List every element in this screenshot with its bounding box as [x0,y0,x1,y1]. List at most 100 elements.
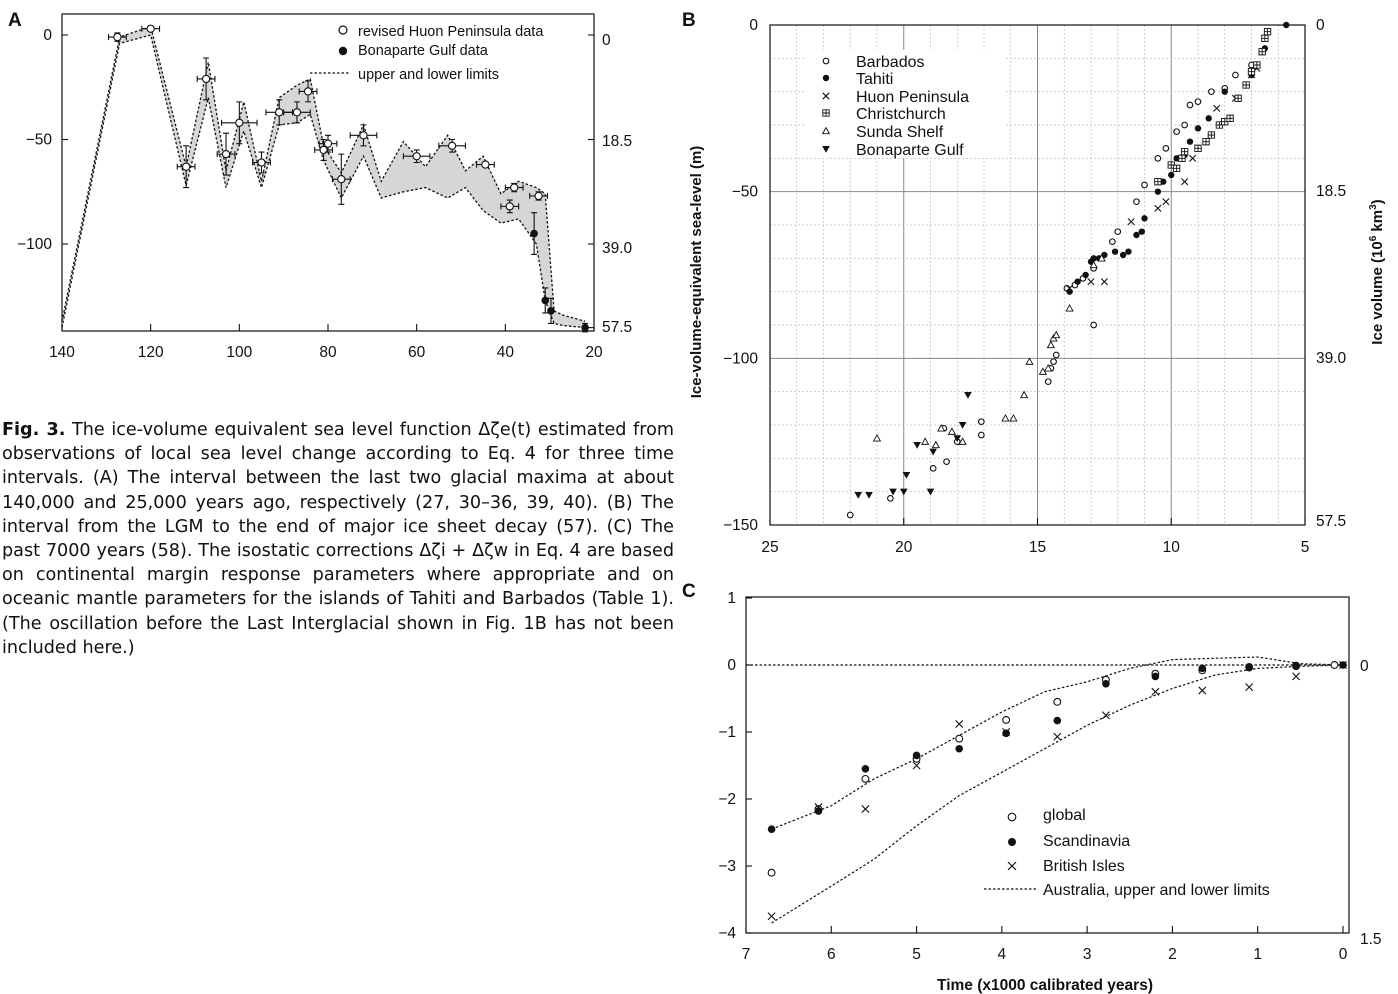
figure-caption: Fig. 3. The ice-volume equivalent sea le… [2,418,674,660]
christchurch-point [1202,138,1210,146]
sunda-point [937,424,946,432]
scandinavia-point [1002,729,1010,738]
huon-point [481,160,490,169]
panel-c: C 7 6 5 4 3 2 1 0 1 0 −1 −2 −3 −4 0 1.5 Time (x1000 cal… [682,581,1382,994]
y-right-label-unit: km [1369,210,1386,236]
barbados-point [1208,88,1215,96]
y-tick-label: −3 [718,858,736,875]
huon-point [257,158,266,167]
y-tick-label: 1 [727,590,736,607]
legend-label: Barbados [856,54,925,71]
x-tick-label: 80 [319,344,337,361]
scandinavia-point [814,807,823,815]
panel-b-axes: 25 20 15 10 5 0 −50 −100 −150 0 18.5 39.0 57.5 [723,17,1346,556]
scandinavia-point [1102,679,1110,688]
x-tick-label: 0 [1339,946,1348,963]
y-right-label-sup: 6 [1368,235,1379,241]
tahiti-point [1160,178,1167,185]
legend-sunda-marker [821,126,831,135]
huon-point [1066,284,1074,292]
british-isles-point [767,912,776,921]
y-tick-label: −1 [718,724,736,741]
y-tick-label: 0 [43,27,52,44]
huon-point [303,87,313,96]
x-tick-label: 120 [138,344,164,361]
sunda-point [1009,414,1018,422]
legend-bonaparte-marker [822,145,830,153]
christchurch-point [1247,68,1256,76]
x-tick-label: 5 [912,946,921,963]
christchurch-point [1234,94,1242,102]
y-right-tick-label: 0 [1360,658,1369,675]
barbados-point [977,418,985,426]
bonaparte-point [547,307,555,315]
panel-a-axes: 140 120 100 80 60 40 20 0 −50 −100 0 18.5 39.0 57.5 [17,27,632,361]
british-isles-point [1053,732,1062,741]
huon-point [447,141,457,150]
panel-a: A 140 120 100 80 60 40 20 0 −50 −100 0 18.5 39.0 57.5… [8,10,633,361]
huon-point [146,24,155,33]
tahiti-point [1141,215,1148,222]
legend-bonaparte-marker [338,46,348,56]
legend-label: Bonaparte Gulf [856,142,964,159]
bonaparte-point [865,491,873,499]
huon-point [505,202,514,211]
legend-british-isles-label: British Isles [1043,858,1125,875]
huon-point [113,32,122,42]
y-tick-label: −50 [732,184,759,201]
tahiti-point [1119,251,1127,259]
y-tick-label: −150 [723,517,758,534]
y-right-tick-label: 18.5 [1316,183,1346,200]
panel-b-grid [770,25,1305,525]
christchurch-point [1154,178,1162,186]
barbados-point [1090,321,1098,329]
global-point [1330,661,1339,669]
bonaparte-point [913,441,921,449]
global-point [1002,715,1011,724]
panel-a-limits-band [62,26,586,328]
christchurch-point [1258,48,1266,56]
x-tick-label: 20 [895,539,913,556]
scandinavia-point [861,765,870,773]
huon-point [412,152,421,161]
legend-scandinavia-marker [1008,838,1016,846]
barbados-point [977,431,985,439]
british-isles-point [814,803,823,812]
y-right-label-end: ) [1369,199,1386,204]
legend-barbados-marker [822,57,830,65]
tahiti-point [1154,188,1162,195]
british-isles-point [1151,687,1160,696]
tahiti-point [1168,171,1175,179]
y-tick-label: −50 [26,132,53,149]
tahiti-point [1125,248,1132,255]
y-tick-label: −2 [718,791,736,808]
y-tick-label: −100 [723,350,758,367]
huon-point [292,108,302,117]
panel-b-legend-bg [806,50,1006,158]
barbados-point [1154,154,1162,162]
christchurch-point [1263,28,1272,36]
y-right-tick-label: 0 [602,32,611,49]
x-tick-label: 25 [761,539,778,556]
x-tick-label: 10 [1163,539,1181,556]
huon-point [1213,104,1221,112]
tahiti-point [1090,255,1097,262]
barbados-point [1133,198,1140,206]
tahiti-point [1138,228,1146,235]
bonaparte-point [899,488,908,496]
panel-a-upper-limit [61,25,586,322]
huon-point [359,131,368,140]
barbados-point [929,464,937,472]
christchurch-point [1180,148,1189,156]
barbados-point [1109,238,1116,246]
x-tick-label: 15 [1029,539,1046,556]
scandinavia-point [1292,662,1300,671]
legend-huon-marker [338,25,348,35]
x-tick-label: 7 [742,946,751,963]
bonaparte-point [958,421,967,429]
barbados-point [1232,71,1239,79]
sunda-point [1044,364,1053,372]
sunda-point [1001,414,1010,422]
barbados-point [943,458,950,466]
